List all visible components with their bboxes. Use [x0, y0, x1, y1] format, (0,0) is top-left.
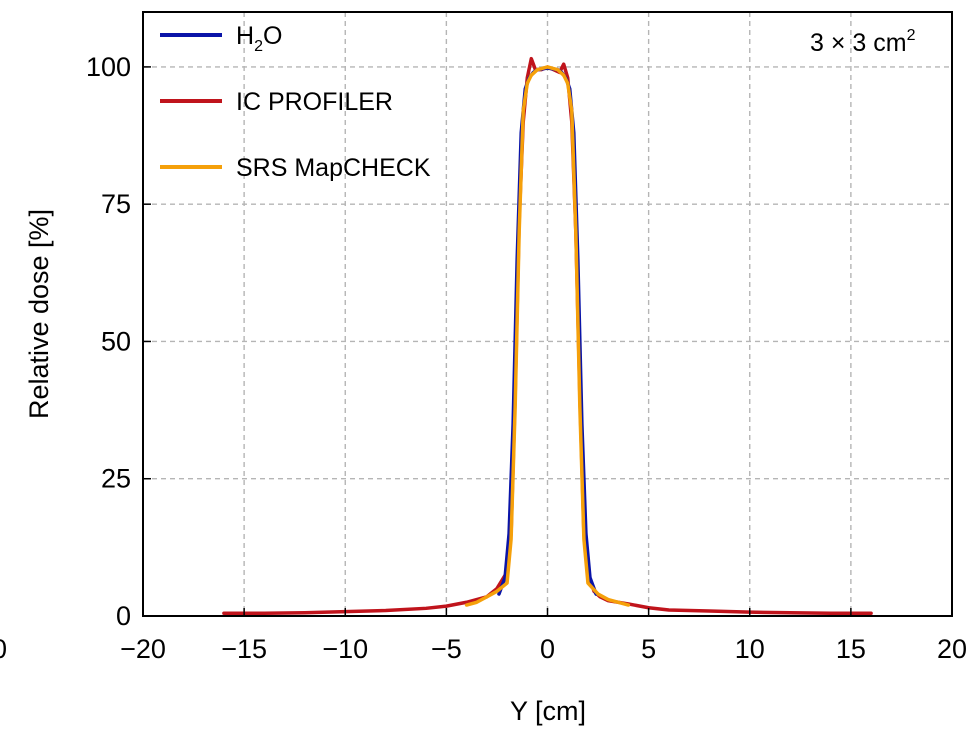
left-edge-fragment: 0	[0, 634, 7, 664]
x-tick-label: 20	[937, 634, 967, 664]
x-tick-label: 0	[540, 634, 555, 664]
legend-h2o-tail: O	[263, 22, 282, 50]
y-axis-label: Relative dose [%]	[24, 209, 54, 419]
y-tick-label: 75	[101, 189, 131, 219]
legend: H2O IC PROFILER SRS MapCHECK	[160, 22, 431, 182]
y-tick-label: 50	[101, 326, 131, 356]
x-tick-label: 15	[836, 634, 866, 664]
x-tick-label: 5	[641, 634, 656, 664]
x-tick-label: −10	[322, 634, 368, 664]
legend-h2o-base: H	[236, 22, 254, 50]
y-tick-label: 0	[116, 601, 131, 631]
y-tick-label: 25	[101, 464, 131, 494]
field-size-annotation: 3 × 3 cm2	[810, 27, 916, 57]
x-tick-label: −5	[431, 634, 462, 664]
x-tick-label: −15	[221, 634, 267, 664]
x-tick-label: −20	[120, 634, 166, 664]
field-size-base: 3 × 3 cm	[810, 29, 907, 57]
y-tick-label: 100	[86, 52, 131, 82]
legend-label-h2o: H2O	[236, 22, 282, 55]
field-size-exponent: 2	[907, 27, 916, 44]
legend-label-ic-profiler: IC PROFILER	[236, 88, 393, 116]
axis-ticks: −20 −15 −10 −5 0 5 10 15 20 0 25 50 75 100	[86, 52, 967, 664]
legend-label-srs-mapcheck: SRS MapCHECK	[236, 154, 431, 182]
x-tick-label: 10	[735, 634, 765, 664]
x-axis-label: Y [cm]	[510, 696, 586, 726]
legend-h2o-sub: 2	[254, 38, 263, 55]
